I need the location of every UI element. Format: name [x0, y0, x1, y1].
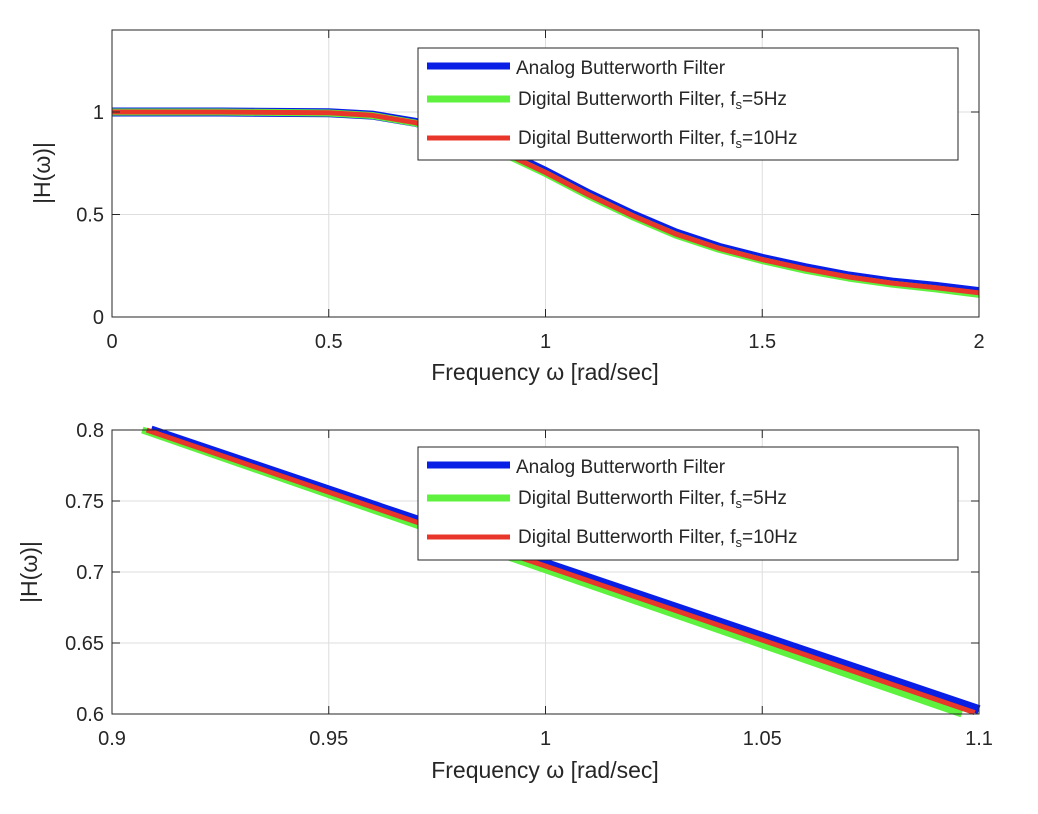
top-x-tick-label: 1: [540, 331, 551, 353]
bottom-legend-label-digital-5hz: Digital Butterworth Filter, fs=5Hz: [518, 488, 787, 511]
bottom-ticks: 0.9 0.95 1 1.05 1.1 0.6 0.65 0.7 0.75 0.8: [65, 420, 993, 750]
top-x-tick-label: 1.5: [748, 331, 776, 353]
bottom-series-lines: [141, 425, 981, 718]
bottom-x-tick-label: 1.05: [743, 728, 782, 750]
top-x-tick-label: 0.5: [315, 331, 343, 353]
top-y-tick-label: 0: [93, 307, 104, 329]
bottom-y-tick-label: 0.7: [76, 562, 104, 584]
bottom-x-tick-label: 1: [540, 728, 551, 750]
bottom-x-tick-label: 0.9: [98, 728, 126, 750]
bottom-y-tick-label: 0.6: [76, 704, 104, 726]
top-legend-label-digital-5hz-sub: s: [736, 97, 743, 112]
top-legend-label-digital-10hz-main: Digital Butterworth Filter, f: [518, 128, 736, 149]
top-x-tick-label: 2: [973, 331, 984, 353]
bottom-legend-label-digital-5hz-sub: s: [736, 496, 743, 511]
top-series-line-digital-10hz: [112, 109, 980, 296]
top-legend: Analog Butterworth Filter Digital Butter…: [417, 47, 959, 161]
bottom-y-axis-label: |H(ω)|: [16, 541, 42, 603]
top-legend-label-digital-10hz-suffix: =10Hz: [742, 128, 797, 149]
bottom-y-tick-label: 0.75: [65, 491, 104, 513]
bottom-legend-label-digital-5hz-main: Digital Butterworth Filter, f: [518, 488, 736, 509]
bottom-legend-label-digital-10hz: Digital Butterworth Filter, fs=10Hz: [518, 527, 797, 550]
bottom-y-tick-label: 0.8: [76, 420, 104, 442]
top-y-axis-label: |H(ω)|: [29, 142, 55, 204]
bottom-legend-label-analog: Analog Butterworth Filter: [516, 457, 726, 478]
bottom-x-tick-label: 0.95: [309, 728, 348, 750]
top-subplot: 0 0.5 1 1.5 2 0 0.5 1 Frequency ω [rad/sec] |H(…: [29, 29, 985, 385]
top-legend-label-digital-5hz-suffix: =5Hz: [742, 89, 787, 110]
top-legend-label-digital-5hz-main: Digital Butterworth Filter, f: [518, 89, 736, 110]
top-ticks: 0 0.5 1 1.5 2 0 0.5 1: [76, 30, 985, 353]
bottom-legend: Analog Butterworth Filter Digital Butter…: [417, 446, 959, 561]
bottom-legend-label-digital-10hz-suffix: =10Hz: [742, 527, 797, 548]
top-legend-label-digital-5hz: Digital Butterworth Filter, fs=5Hz: [518, 89, 787, 112]
top-y-tick-label: 1: [93, 102, 104, 124]
top-legend-label-digital-10hz: Digital Butterworth Filter, fs=10Hz: [518, 128, 797, 151]
top-series-lines: [112, 107, 980, 298]
top-legend-label-analog: Analog Butterworth Filter: [516, 58, 726, 79]
bottom-x-tick-label: 1.1: [965, 728, 993, 750]
top-x-tick-label: 0: [106, 331, 117, 353]
bottom-legend-label-digital-5hz-suffix: =5Hz: [742, 488, 787, 509]
bottom-legend-label-digital-10hz-sub: s: [736, 535, 743, 550]
bottom-series-line-digital-10hz: [145, 427, 976, 715]
bottom-subplot: 0.9 0.95 1 1.05 1.1 0.6 0.65 0.7 0.75 0.8 Frequen…: [16, 420, 993, 783]
bottom-y-tick-label: 0.65: [65, 633, 104, 655]
top-legend-label-digital-10hz-sub: s: [736, 136, 743, 151]
bottom-x-axis-label: Frequency ω [rad/sec]: [431, 757, 659, 783]
bottom-legend-label-digital-10hz-main: Digital Butterworth Filter, f: [518, 527, 736, 548]
top-y-tick-label: 0.5: [76, 205, 104, 227]
top-x-axis-label: Frequency ω [rad/sec]: [431, 359, 659, 385]
